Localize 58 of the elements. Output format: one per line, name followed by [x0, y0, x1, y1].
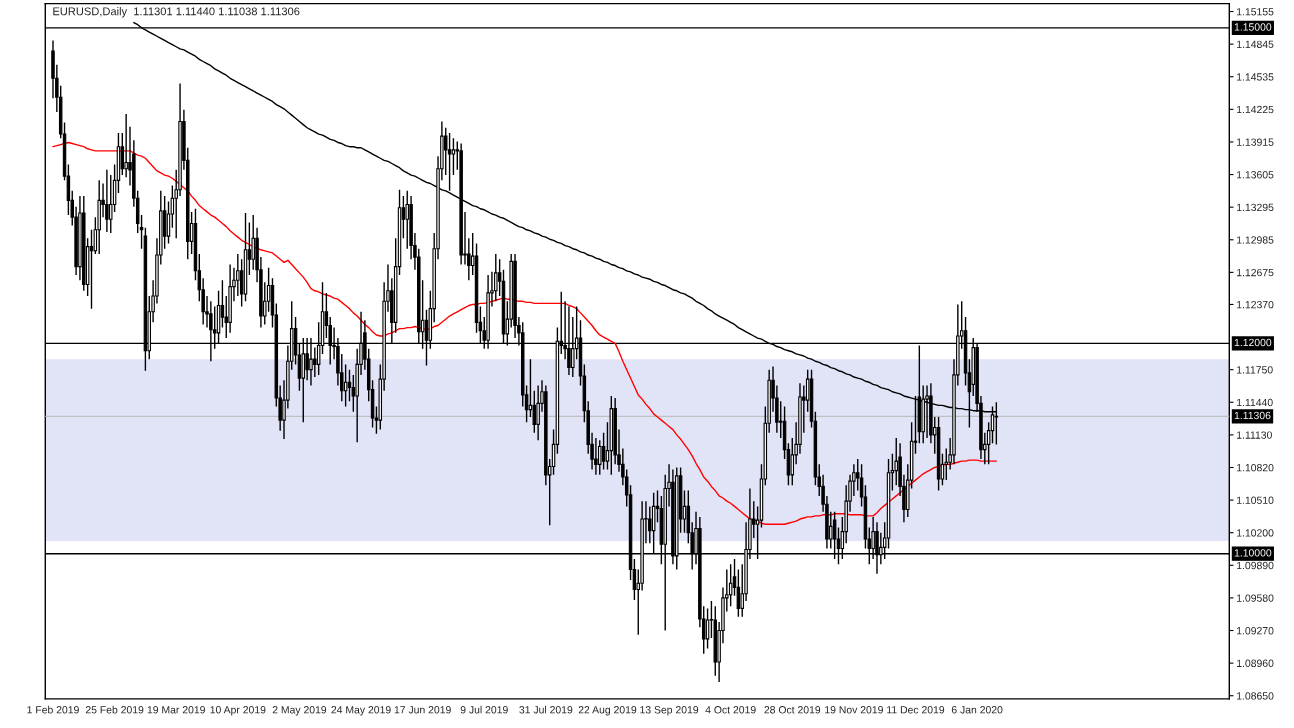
ref-line-label: 1.11306 [1234, 411, 1271, 420]
y-tick-label: 1.11750 [1237, 366, 1273, 374]
ref-line-label: 1.10000 [1234, 549, 1272, 557]
candlestick [105, 169, 109, 233]
y-tick-label: 1.10820 [1237, 463, 1274, 472]
candlestick [228, 263, 232, 334]
x-tick-label: 13 Sep 2019 [640, 706, 699, 716]
candlestick [124, 113, 128, 178]
y-tick-label: 1.08650 [1237, 692, 1274, 700]
y-tick-label: 1.09580 [1237, 594, 1274, 602]
x-tick-label: 31 Jul 2019 [519, 705, 573, 714]
ref-line-label: 1.15000 [1234, 23, 1272, 31]
x-tick-label: 2 May 2019 [272, 706, 327, 716]
candlestick [447, 132, 452, 192]
x-tick-label: 9 Jul 2019 [460, 705, 508, 714]
x-tick-label: 4 Oct 2019 [705, 706, 756, 714]
x-tick-label: 28 Oct 2019 [764, 706, 821, 714]
y-tick-label: 1.14225 [1237, 105, 1274, 114]
x-tick-label: 10 Apr 2019 [210, 706, 266, 716]
y-tick-label: 1.08960 [1237, 659, 1274, 667]
candlestick [251, 214, 255, 271]
candlestick [451, 137, 456, 176]
candlestick [648, 505, 652, 544]
x-tick-label: 17 Jun 2019 [394, 706, 451, 714]
y-tick-label: 1.13915 [1237, 138, 1274, 146]
y-tick-label: 1.09270 [1237, 627, 1274, 635]
candlestick [459, 142, 463, 266]
candlestick [609, 395, 614, 476]
candlestick [536, 384, 540, 441]
line-series [52, 141, 998, 525]
candlestick [82, 195, 86, 292]
candlestick [97, 179, 101, 255]
y-tick-label: 1.13295 [1237, 203, 1274, 212]
candlestick [594, 437, 598, 476]
y-tick-label: 1.14535 [1237, 73, 1274, 81]
y-tick-label: 1.10200 [1237, 529, 1274, 537]
x-tick-label: 1 Feb 2019 [27, 705, 79, 714]
x-tick-label: 19 Nov 2019 [825, 706, 883, 714]
y-tick-label: 1.11440 [1237, 398, 1273, 407]
ref-line-label: 1.12000 [1234, 338, 1272, 347]
y-tick-label: 1.13605 [1237, 171, 1274, 179]
x-tick-label: 11 Dec 2019 [887, 706, 945, 714]
candlestick [894, 437, 898, 487]
candlestick [728, 563, 733, 608]
y-tick-label: 1.11130 [1237, 431, 1272, 439]
x-tick-label: 6 Jan 2020 [951, 706, 1003, 714]
x-tick-label: 22 Aug 2019 [578, 706, 637, 716]
y-tick-label: 1.15155 [1237, 8, 1274, 16]
y-tick-label: 1.09890 [1237, 561, 1274, 570]
y-tick-label: 1.12370 [1237, 300, 1274, 309]
x-tick-label: 24 May 2019 [331, 706, 391, 716]
y-tick-label: 1.10510 [1237, 496, 1274, 504]
x-tick-label: 19 Mar 2019 [147, 706, 205, 714]
y-tick-label: 1.12675 [1237, 268, 1274, 277]
chart-title: EURUSD,Daily 1.11301 1.11440 1.11038 1.11306 [53, 7, 300, 18]
x-tick-label: 25 Feb 2019 [85, 705, 144, 714]
y-tick-label: 1.14845 [1237, 40, 1274, 49]
y-tick-label: 1.12985 [1237, 236, 1274, 244]
